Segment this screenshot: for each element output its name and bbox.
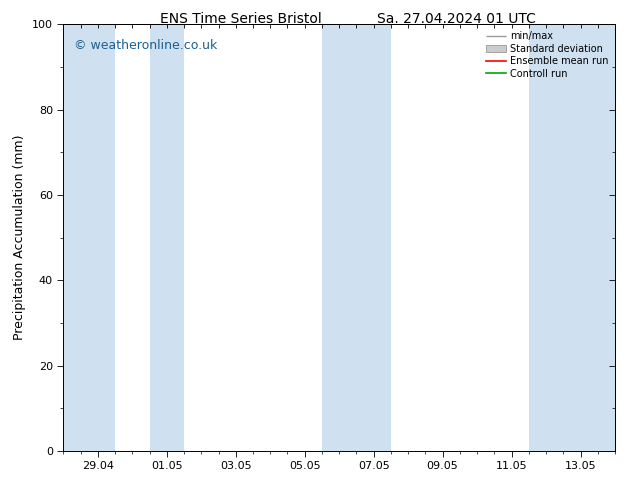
Legend: min/max, Standard deviation, Ensemble mean run, Controll run: min/max, Standard deviation, Ensemble me… [483,28,611,81]
Text: © weatheronline.co.uk: © weatheronline.co.uk [74,39,217,52]
Bar [63,24,115,451]
Text: Sa. 27.04.2024 01 UTC: Sa. 27.04.2024 01 UTC [377,12,536,26]
Bar [322,24,391,451]
Bar [529,24,598,451]
Y-axis label: Precipitation Accumulation (mm): Precipitation Accumulation (mm) [13,135,27,341]
Text: ENS Time Series Bristol: ENS Time Series Bristol [160,12,322,26]
Bar [598,24,615,451]
Bar [150,24,184,451]
